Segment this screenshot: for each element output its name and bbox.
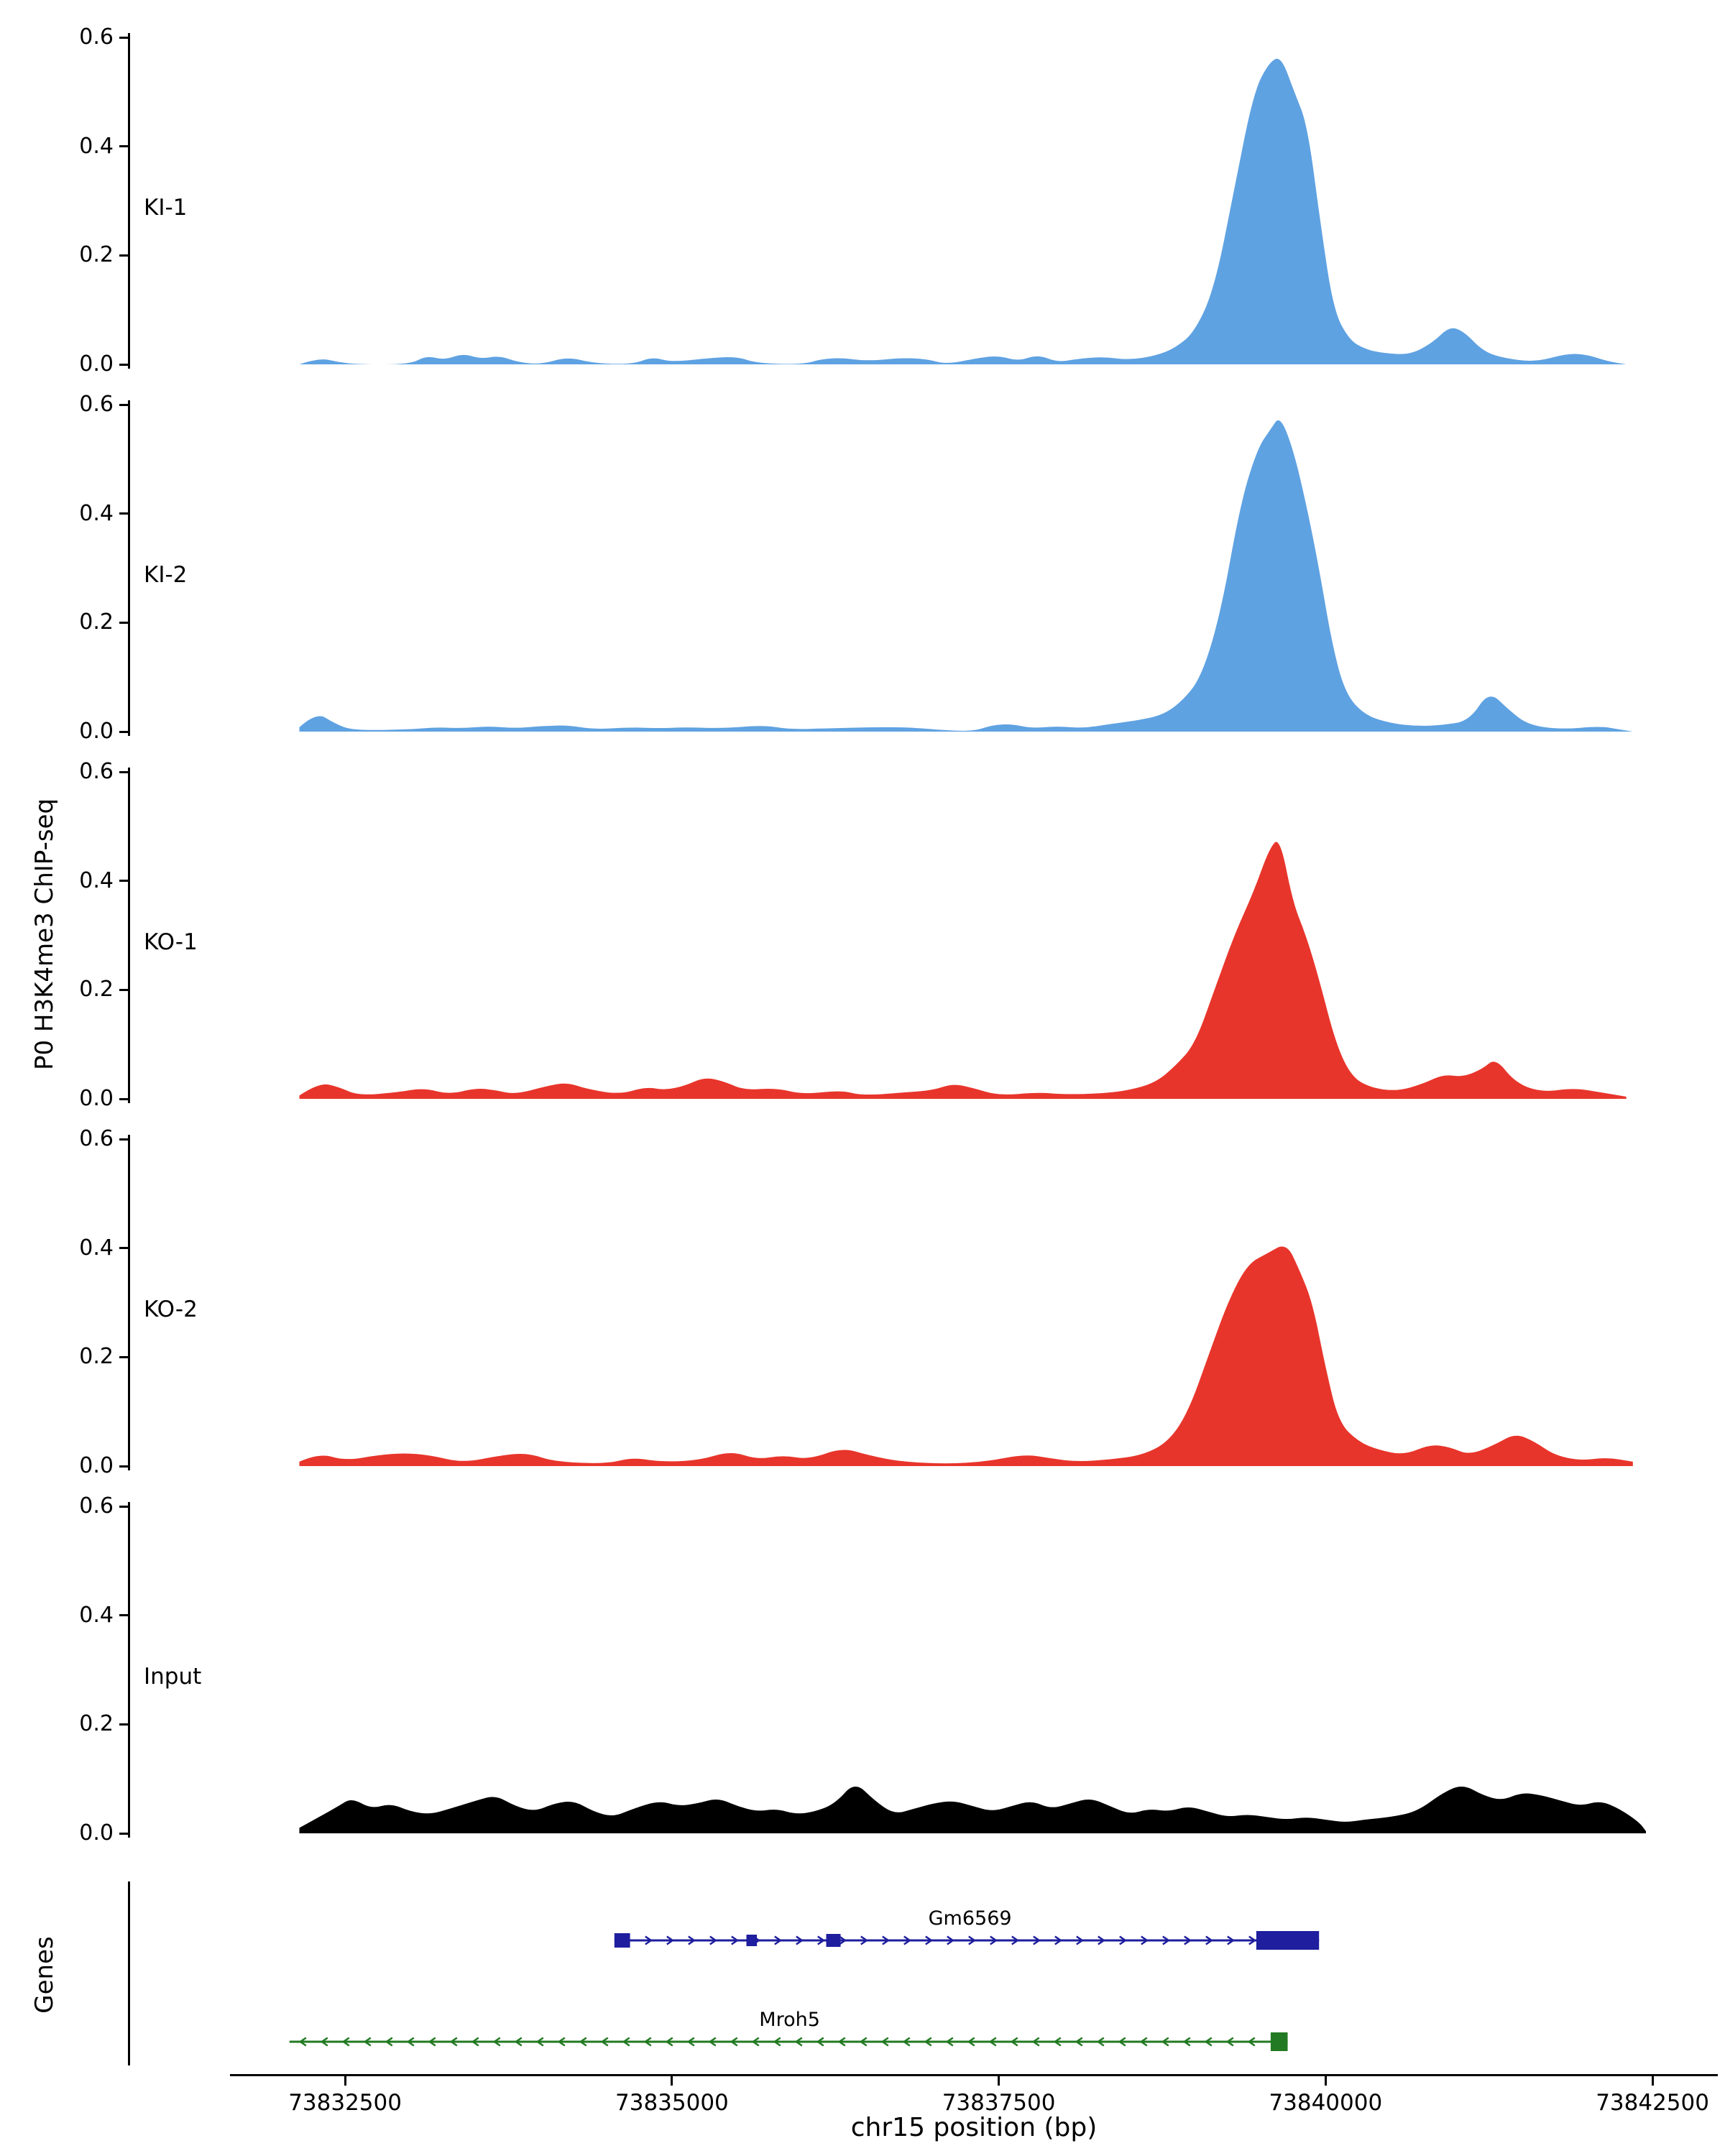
x-tick-label: 73837500 [942,2090,1056,2116]
track-row: 0.6 0.4 0.2 0.0 KI-2 [0,392,1725,744]
gene-Mroh5: Mroh5 [289,2009,1288,2051]
y-axis-spine [128,33,130,369]
y-tick-label: 0.4 [79,133,114,159]
y-tick [119,770,129,773]
x-tick [1651,2076,1654,2086]
track-label: KI-2 [144,562,188,588]
y-tick [119,145,129,148]
y-tick-label: 0.0 [79,1086,114,1111]
gene-name-label: Gm6569 [929,1907,1012,1930]
gene-Gm6569: Gm6569 [614,1907,1320,1950]
genes-axis-spine [128,1881,130,2065]
x-axis-line [230,2074,1718,2076]
signal-area-KI-1 [299,58,1627,364]
y-tick-label: 0.4 [79,1235,114,1261]
y-tick [119,1614,129,1617]
y-axis-spine [128,1502,130,1838]
x-tick [998,2076,1000,2086]
y-tick [119,36,129,39]
y-axis-spine [128,768,130,1103]
signal-area-KI-2 [299,420,1633,732]
track-row: 0.6 0.4 0.2 0.0 KO-2 [0,1127,1725,1478]
track-label: Input [144,1664,202,1690]
track-label: KI-1 [144,195,188,221]
y-tick-label: 0.6 [79,759,114,784]
y-tick-label: 0.4 [79,867,114,893]
y-tick-label: 0.4 [79,1602,114,1628]
track-label: KO-2 [144,1296,198,1322]
signal-area-Input [299,1787,1646,1833]
track-row: 0.6 0.4 0.2 0.0 Input [0,1494,1725,1846]
x-tick-label: 73840000 [1269,2090,1383,2116]
x-tick-label: 73835000 [615,2090,729,2116]
y-tick [119,512,129,515]
y-tick [119,254,129,257]
y-tick [119,621,129,624]
signal-area-KO-2 [299,1246,1633,1466]
y-tick [119,1505,129,1508]
y-tick [119,730,129,733]
y-tick [119,1097,129,1100]
y-axis-spine [128,1135,130,1470]
y-tick-label: 0.0 [79,719,114,744]
y-tick [119,880,129,883]
gene-models: Gm6569 Mroh5 [289,1907,1320,2051]
x-tick [1324,2076,1327,2086]
y-tick [119,1832,129,1835]
y-tick [119,1723,129,1726]
y-tick-label: 0.2 [79,977,114,1003]
y-tick-label: 0.2 [79,1344,114,1370]
track-row: 0.6 0.4 0.2 0.0 KO-1 [0,760,1725,1111]
x-tick [344,2076,346,2086]
y-tick [119,988,129,991]
y-tick-label: 0.0 [79,1453,114,1478]
y-tick-label: 0.0 [79,351,114,377]
track-label: KO-1 [144,929,198,955]
x-tick [671,2076,673,2086]
x-axis-title: chr15 position (bp) [850,2113,1098,2142]
y-tick-label: 0.6 [79,1126,114,1151]
signal-area-KO-1 [299,842,1627,1099]
y-tick [119,403,129,406]
y-tick [119,1247,129,1250]
y-tick [119,1465,129,1468]
y-tick [119,1355,129,1358]
gene-name-label: Mroh5 [759,2009,820,2031]
x-tick-label: 73842500 [1596,2090,1709,2116]
y-tick-label: 0.6 [79,24,114,50]
y-tick-label: 0.2 [79,609,114,635]
y-axis-spine [128,400,130,736]
genes-panel: Gm6569 Mroh5 [0,1881,1725,2070]
y-tick [119,363,129,366]
y-tick [119,1138,129,1141]
y-tick-label: 0.0 [79,1820,114,1846]
y-tick-label: 0.2 [79,1711,114,1737]
y-tick-label: 0.4 [79,500,114,526]
x-tick-label: 73832500 [288,2090,402,2116]
y-tick-label: 0.2 [79,242,114,268]
x-axis: 73832500 73835000 73837500 73840000 73842500 [0,2074,1725,2117]
y-tick-label: 0.6 [79,1493,114,1519]
track-row: 0.6 0.4 0.2 0.0 KI-1 [0,25,1725,377]
y-tick-label: 0.6 [79,392,114,417]
